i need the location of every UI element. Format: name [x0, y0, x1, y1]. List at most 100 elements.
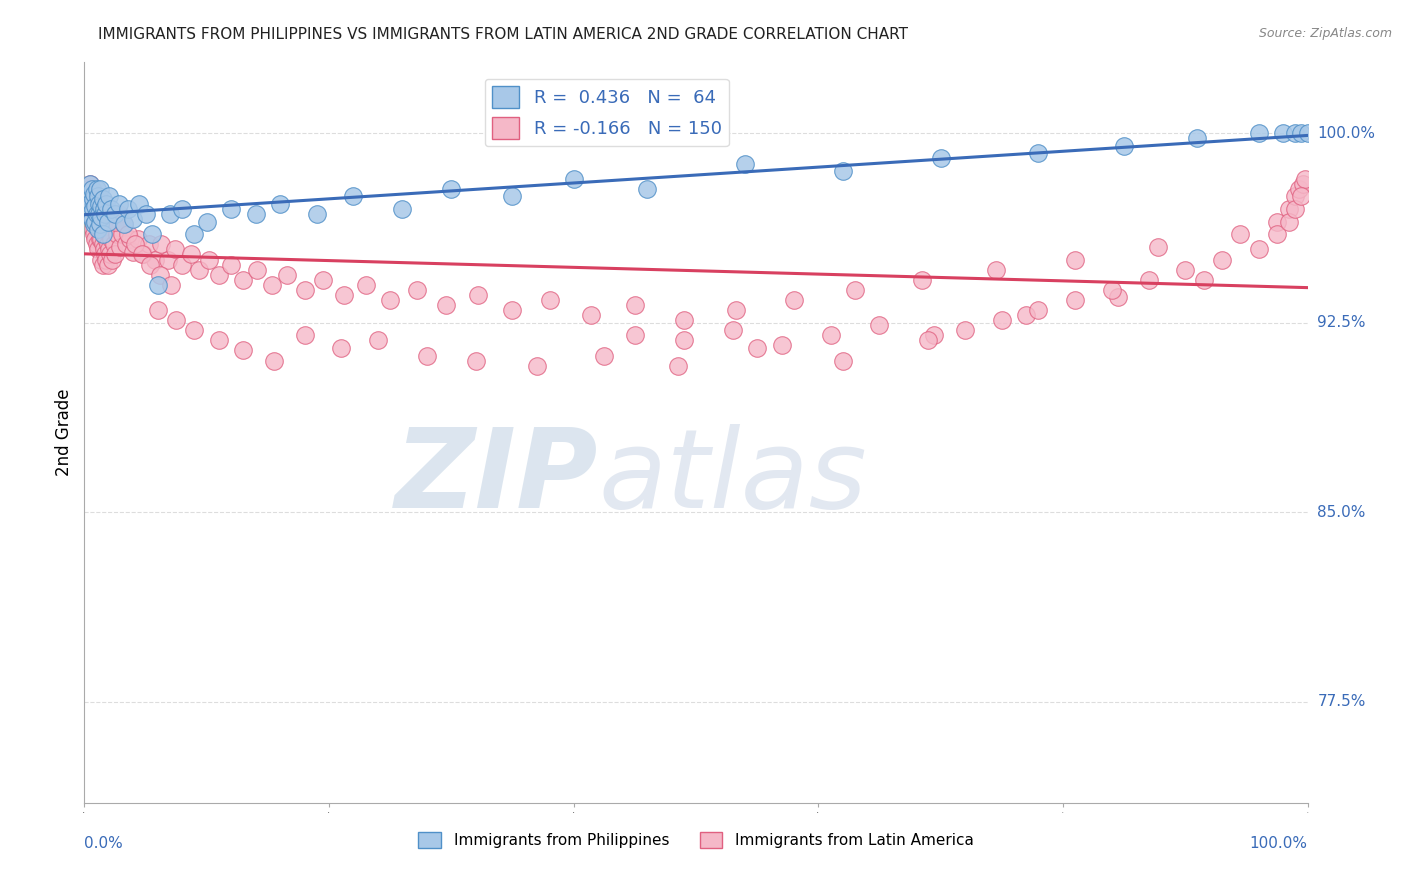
Point [112, 217, 135, 231]
Point [406, 283, 429, 297]
Point [198, 252, 221, 267]
Point [87, 217, 110, 231]
Legend: Immigrants from Philippines, Immigrants from Latin America: Immigrants from Philippines, Immigrants … [412, 826, 980, 855]
Point [367, 334, 389, 348]
Point [86, 207, 108, 221]
Point [984, 262, 1007, 277]
Point [105, 227, 128, 242]
Point [1247, 243, 1270, 257]
Point [624, 328, 647, 343]
Point [180, 247, 202, 261]
Point [734, 156, 756, 170]
Text: IMMIGRANTS FROM PHILIPPINES VS IMMIGRANTS FROM LATIN AMERICA 2ND GRADE CORRELATI: IMMIGRANTS FROM PHILIPPINES VS IMMIGRANT… [98, 27, 908, 42]
Point [124, 237, 146, 252]
Point [98, 247, 121, 261]
Point [219, 202, 242, 216]
Point [91, 217, 114, 231]
Point [97, 258, 120, 272]
Point [1292, 177, 1315, 191]
Point [131, 247, 153, 261]
Point [89, 182, 111, 196]
Point [115, 237, 138, 252]
Point [79, 177, 101, 191]
Point [90, 252, 112, 267]
Point [1229, 227, 1251, 242]
Point [83, 227, 105, 242]
Point [94, 227, 117, 242]
Point [93, 243, 115, 257]
Point [1114, 138, 1136, 153]
Point [127, 232, 149, 246]
Point [1107, 290, 1129, 304]
Point [97, 237, 120, 252]
Point [80, 199, 103, 213]
Point [87, 197, 110, 211]
Point [112, 217, 135, 231]
Point [87, 207, 110, 221]
Point [380, 293, 402, 307]
Point [820, 328, 842, 343]
Text: 77.5%: 77.5% [1317, 694, 1365, 709]
Point [89, 217, 111, 231]
Point [82, 192, 104, 206]
Point [87, 189, 110, 203]
Point [101, 252, 124, 267]
Point [502, 303, 524, 318]
Point [103, 237, 125, 252]
Point [163, 243, 186, 257]
Y-axis label: 2nd Grade: 2nd Grade [55, 389, 73, 476]
Point [90, 199, 112, 213]
Text: 92.5%: 92.5% [1317, 315, 1365, 330]
Point [91, 227, 114, 242]
Point [100, 202, 122, 216]
Point [97, 189, 120, 203]
Point [135, 207, 157, 221]
Point [440, 182, 463, 196]
Point [84, 207, 107, 221]
Point [111, 227, 134, 242]
Point [783, 293, 806, 307]
Point [1174, 262, 1197, 277]
Point [87, 243, 110, 257]
Point [84, 189, 107, 203]
Point [83, 186, 105, 201]
Point [86, 182, 108, 196]
Point [1147, 240, 1170, 254]
Point [83, 186, 105, 201]
Point [132, 247, 155, 261]
Point [294, 283, 316, 297]
Point [1296, 126, 1319, 140]
Point [108, 240, 131, 254]
Point [77, 197, 100, 211]
Point [86, 212, 108, 227]
Point [1284, 126, 1306, 140]
Point [96, 232, 118, 246]
Point [1137, 273, 1160, 287]
Point [195, 214, 218, 228]
Point [1187, 131, 1209, 145]
Point [87, 222, 110, 236]
Point [84, 214, 107, 228]
Point [117, 202, 139, 216]
Point [122, 212, 145, 227]
Point [562, 171, 585, 186]
Point [1247, 126, 1270, 140]
Point [86, 237, 108, 252]
Point [725, 303, 748, 318]
Point [721, 323, 744, 337]
Point [77, 197, 100, 211]
Point [100, 207, 122, 221]
Point [188, 262, 211, 277]
Point [104, 247, 127, 261]
Text: 100.0%: 100.0% [1317, 126, 1375, 141]
Point [104, 207, 127, 221]
Point [245, 207, 267, 221]
Point [89, 232, 111, 246]
Point [172, 202, 194, 216]
Point [1028, 146, 1050, 161]
Point [332, 288, 354, 302]
Point [82, 184, 104, 198]
Point [672, 313, 695, 327]
Point [146, 303, 169, 318]
Point [467, 288, 489, 302]
